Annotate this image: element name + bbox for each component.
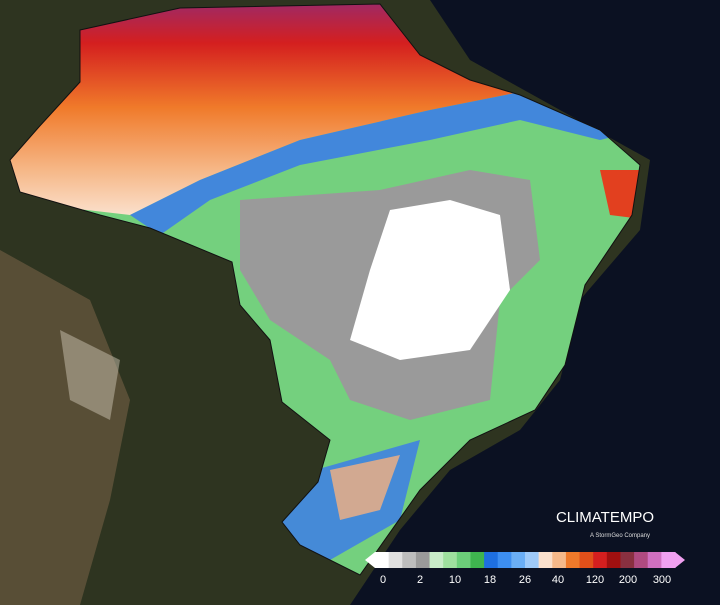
- legend-tick: 40: [552, 574, 564, 586]
- colorbar-segment: [415, 552, 431, 568]
- legend-tick: 2: [417, 574, 423, 586]
- colorbar-segment: [470, 552, 485, 568]
- andes: [0, 250, 130, 605]
- colorbar-labels: 0 2 10 18 26 40 120 200 300: [380, 574, 671, 586]
- colorbar-segment: [443, 552, 458, 568]
- logo-name: CLIMATEMPO: [556, 509, 654, 526]
- colorbar-segment: [388, 552, 403, 568]
- legend-tick: 200: [619, 574, 637, 586]
- border: [9, 3, 641, 576]
- colorbar-segment: [593, 552, 608, 568]
- colorbar-segment: [497, 552, 512, 568]
- colorbar-segment: [552, 552, 567, 568]
- colorbar-segment: [647, 552, 662, 568]
- colorbar-segment: [675, 552, 685, 568]
- colorbar-segment: [579, 552, 594, 568]
- field-blue: [130, 92, 640, 235]
- legend-tick: 18: [484, 574, 496, 586]
- colorbar-segment: [456, 552, 471, 568]
- legend-tick: 300: [653, 574, 671, 586]
- colorbar-segment: [525, 552, 540, 568]
- colorbar-segment: [565, 552, 581, 568]
- colorbar-segment: [429, 552, 444, 568]
- colorbar: [365, 552, 685, 568]
- field-south-orange: [330, 455, 400, 520]
- colorbar-segment: [620, 552, 635, 568]
- legend-tick: 10: [449, 574, 461, 586]
- legend-tick: 120: [586, 574, 604, 586]
- field-white: [350, 200, 510, 360]
- colorbar-segment: [402, 552, 417, 568]
- legend-tick: 0: [380, 574, 386, 586]
- colorbar-segment: [634, 552, 649, 568]
- colorbar-segment: [606, 552, 621, 568]
- colorbar-segment: [365, 552, 375, 568]
- logo-tagline: A StormGeo Company: [590, 533, 650, 539]
- colorbar-segment: [375, 552, 390, 568]
- salt-flat: [60, 330, 120, 420]
- colorbar-segment: [538, 552, 553, 568]
- colorbar-segment: [661, 552, 676, 568]
- colorbar-segment: [511, 552, 526, 568]
- legend-tick: 26: [519, 574, 531, 586]
- colorbar-segment: [484, 552, 499, 568]
